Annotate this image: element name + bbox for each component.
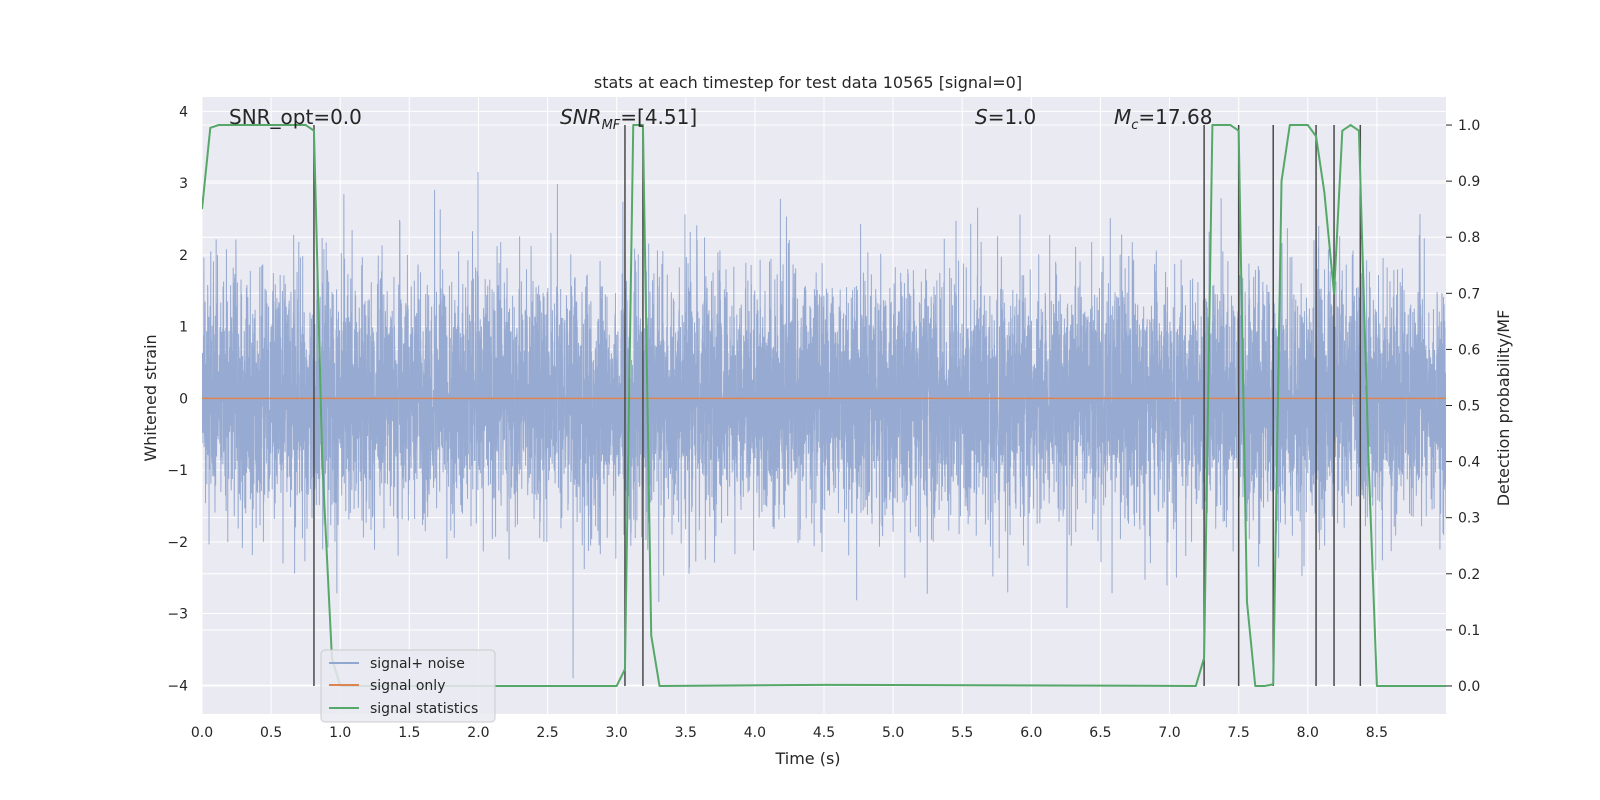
x-tick-label: 4.5 xyxy=(813,725,835,741)
y2-tick-label: 0.0 xyxy=(1458,679,1480,695)
y-tick-label: −4 xyxy=(167,678,188,694)
y-tick-label: 1 xyxy=(179,320,188,336)
y-tick-label: 4 xyxy=(179,104,188,120)
y2-tick-label: 0.3 xyxy=(1458,511,1480,527)
x-tick-label: 3.5 xyxy=(675,725,697,741)
y2-tick-label: 1.0 xyxy=(1458,118,1480,134)
y-axis-label: Whitened strain xyxy=(141,334,160,461)
legend: signal+ noise signal only signal statist… xyxy=(320,649,496,723)
x-tick-label: 7.5 xyxy=(1228,725,1250,741)
x-tick-label: 3.0 xyxy=(606,725,628,741)
y2-tick-label: 0.7 xyxy=(1458,286,1480,302)
x-tick-label: 1.0 xyxy=(329,725,351,741)
y2-tick-label: 0.1 xyxy=(1458,623,1480,639)
x-tick-label: 5.0 xyxy=(882,725,904,741)
x-tick-label: 1.5 xyxy=(398,725,420,741)
y2-tick-label: 0.2 xyxy=(1458,567,1480,583)
legend-label-signal-noise: signal+ noise xyxy=(370,656,465,672)
annotation-s: S=1.0 xyxy=(975,105,1036,129)
signal-statistics-line xyxy=(202,124,1446,687)
y2-tick-label: 0.8 xyxy=(1458,230,1480,246)
x-tick-label: 6.5 xyxy=(1089,725,1111,741)
vertical-markers xyxy=(313,125,1362,686)
legend-label-signal-only: signal only xyxy=(370,678,445,694)
y2-tick-label: 0.5 xyxy=(1458,399,1480,415)
y2-tick-label: 0.4 xyxy=(1458,455,1480,471)
x-tick-label: 6.0 xyxy=(1020,725,1042,741)
y-tick-label: −1 xyxy=(167,463,188,479)
y-tick-label: 0 xyxy=(179,391,188,407)
y-axis-ticks: −4 −3 −2 −1 0 1 2 3 4 xyxy=(167,104,188,694)
x-tick-label: 0.5 xyxy=(260,725,282,741)
y2-axis-ticks: 0.0 0.1 0.2 0.3 0.4 0.5 0.6 0.7 0.8 0.9 1.0 xyxy=(1446,118,1480,695)
y-tick-label: 3 xyxy=(179,176,188,192)
x-tick-label: 5.5 xyxy=(951,725,973,741)
x-tick-label: 0.0 xyxy=(191,725,213,741)
x-tick-label: 2.5 xyxy=(536,725,558,741)
x-tick-label: 8.5 xyxy=(1366,725,1388,741)
annotation-mc: Mc=17.68 xyxy=(1114,105,1212,133)
y2-axis-label: Detection probability/MF xyxy=(1494,310,1513,507)
legend-box xyxy=(320,649,496,723)
y2-tick-label: 0.9 xyxy=(1458,174,1480,190)
y-tick-label: 2 xyxy=(179,248,188,264)
y-tick-label: −3 xyxy=(167,607,188,623)
chart-title: stats at each timestep for test data 105… xyxy=(594,73,1022,92)
x-tick-label: 2.0 xyxy=(467,725,489,741)
x-tick-label: 8.0 xyxy=(1297,725,1319,741)
x-tick-label: 4.0 xyxy=(744,725,766,741)
x-axis-label: Time (s) xyxy=(774,749,840,768)
x-axis-ticks: 0.0 0.5 1.0 1.5 2.0 2.5 3.0 3.5 4.0 4.5 5.0 5.5 6.0 6… xyxy=(191,725,1388,741)
y2-tick-label: 0.6 xyxy=(1458,342,1480,358)
x-tick-label: 7.0 xyxy=(1158,725,1180,741)
y-tick-label: −2 xyxy=(167,535,188,551)
legend-label-signal-statistics: signal statistics xyxy=(370,701,478,717)
annotation-snr-opt: SNR_opt=0.0 xyxy=(229,105,362,129)
annotation-snr-mf: SNRMF=[4.51] xyxy=(560,105,697,133)
series-signal-statistics xyxy=(202,124,1446,687)
